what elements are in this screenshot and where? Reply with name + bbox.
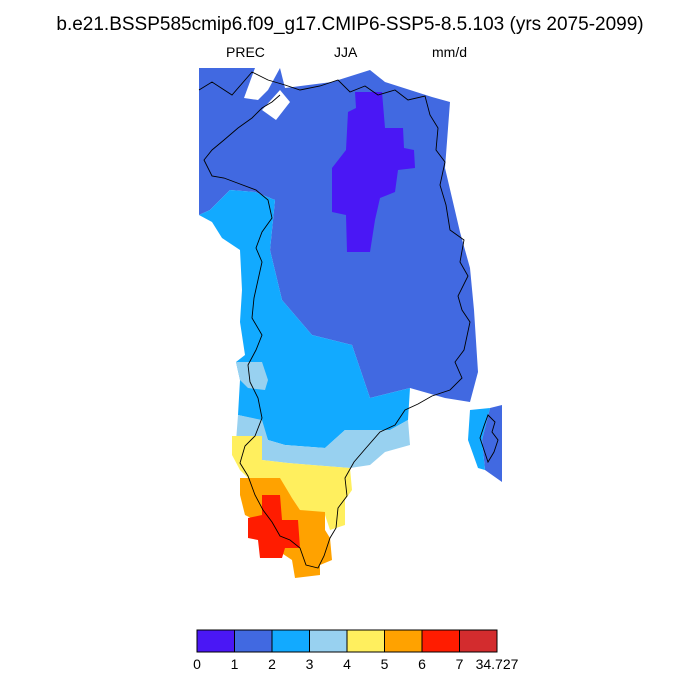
- colorbar-swatch: [346, 629, 385, 653]
- variable-label: PREC: [226, 44, 265, 60]
- colorbar-swatch: [459, 629, 498, 653]
- units-label: mm/d: [432, 44, 467, 60]
- coastline-east-island: [479, 414, 499, 464]
- colorbar-swatch: [384, 629, 423, 653]
- colorbar: [196, 629, 498, 658]
- season-label: JJA: [334, 44, 358, 60]
- colorbar-tick-label: 1: [230, 656, 239, 672]
- colorbar-tick-label: 4: [343, 656, 351, 672]
- colorbar-tick-label: 6: [418, 656, 426, 672]
- precip-region-0-1: [332, 92, 415, 252]
- colorbar-swatch: [196, 629, 235, 653]
- colorbar-tick-label: 5: [380, 656, 389, 672]
- precip-region-4-5: [232, 436, 352, 530]
- colorbar-swatch: [421, 629, 460, 653]
- coastline: [198, 71, 471, 569]
- ocean-gap: [244, 68, 280, 100]
- colorbar-tick-label: 34.727: [475, 656, 519, 672]
- colorbar-swatch: [309, 629, 348, 653]
- colorbar-swatch: [234, 629, 273, 653]
- colorbar-tick-label: 7: [455, 656, 464, 672]
- colorbar-tick-label: 0: [193, 656, 201, 672]
- ocean-gap: [262, 90, 290, 120]
- colorbar-tick-label: 2: [268, 656, 276, 672]
- precip-region-6-7: [248, 495, 300, 558]
- precip-region-1-2-east-island: [482, 405, 502, 482]
- precip-region-3-4: [236, 362, 268, 390]
- colorbar-swatch: [271, 629, 310, 653]
- precip-region-3-4-south: [235, 415, 410, 468]
- colorbar-swatches: [196, 629, 498, 653]
- colorbar-tick-label: 3: [305, 656, 314, 672]
- figure-title: b.e21.BSSP585cmip6.f09_g17.CMIP6-SSP5-8.…: [56, 14, 644, 35]
